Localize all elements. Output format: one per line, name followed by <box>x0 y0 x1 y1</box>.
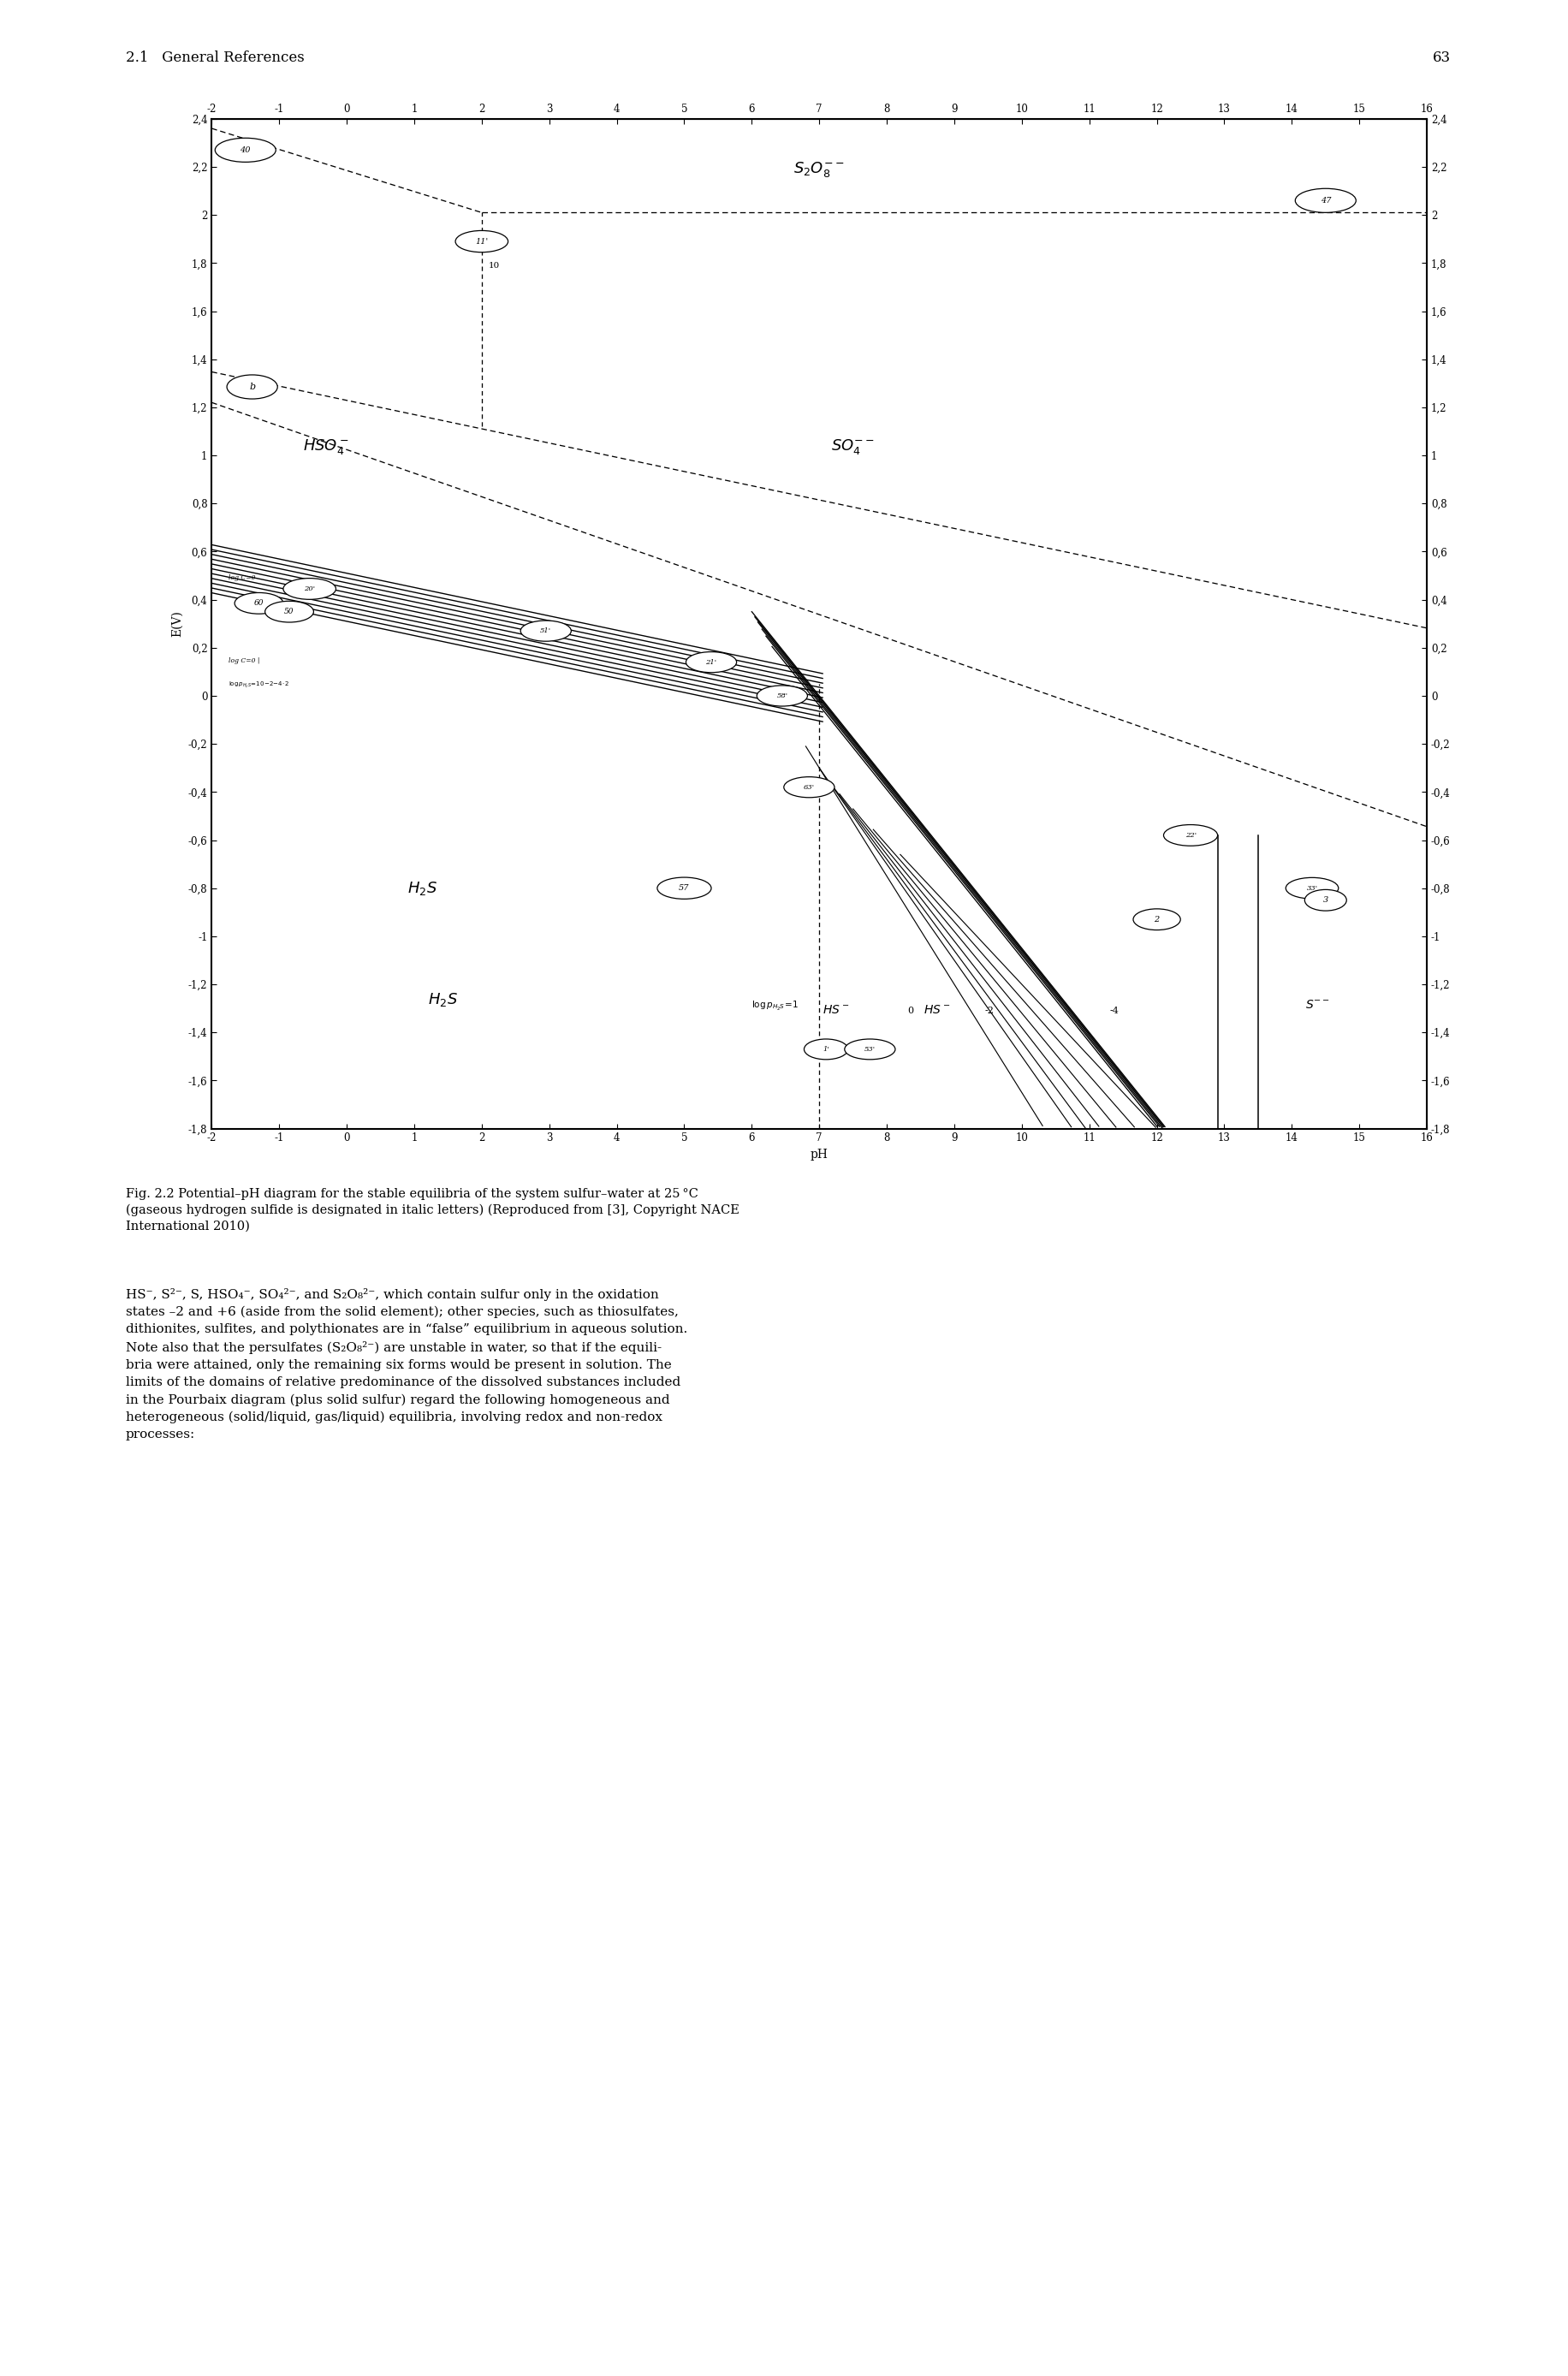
Y-axis label: E(V): E(V) <box>171 611 183 637</box>
Text: 2: 2 <box>1154 915 1159 924</box>
Ellipse shape <box>227 375 278 399</box>
Ellipse shape <box>235 592 284 613</box>
Ellipse shape <box>784 777 834 798</box>
Text: 53': 53' <box>864 1045 875 1053</box>
Text: $\log p_{H_2S}\!=\!1$: $\log p_{H_2S}\!=\!1$ <box>751 1000 798 1012</box>
Text: 10: 10 <box>489 261 500 268</box>
Text: 40: 40 <box>240 147 251 154</box>
Ellipse shape <box>284 577 336 599</box>
Text: $H_2S$: $H_2S$ <box>408 879 437 898</box>
Text: $HS^-$: $HS^-$ <box>924 1003 950 1017</box>
Text: Fig. 2.2 Potential–pH diagram for the stable equilibria of the system sulfur–wat: Fig. 2.2 Potential–pH diagram for the st… <box>125 1188 739 1231</box>
Text: b: b <box>249 383 256 392</box>
Text: -2: -2 <box>985 1007 994 1015</box>
Text: 11': 11' <box>475 238 488 245</box>
Ellipse shape <box>685 651 737 672</box>
Text: 51': 51' <box>541 627 552 634</box>
Ellipse shape <box>804 1038 848 1060</box>
X-axis label: pH: pH <box>811 1148 828 1159</box>
Text: $SO_4^{- -}$: $SO_4^{- -}$ <box>831 437 875 456</box>
Text: 63': 63' <box>803 784 815 791</box>
Text: 20': 20' <box>304 584 315 592</box>
Text: $S^{- -}$: $S^{- -}$ <box>1305 998 1330 1010</box>
Ellipse shape <box>215 138 276 162</box>
Text: $S_2O_8^{- -}$: $S_2O_8^{- -}$ <box>793 159 845 178</box>
Text: 63: 63 <box>1432 50 1450 64</box>
Text: 1': 1' <box>823 1045 829 1053</box>
Ellipse shape <box>455 230 508 252</box>
Text: 33': 33' <box>1306 884 1317 891</box>
Text: 22': 22' <box>1185 832 1196 839</box>
Ellipse shape <box>757 687 808 706</box>
Text: -4: -4 <box>1110 1007 1120 1015</box>
Ellipse shape <box>1163 824 1218 846</box>
Text: $\log p_{H_2S}\!=\!10\!-\!2\!-\!4\!\cdot\!2$: $\log p_{H_2S}\!=\!10\!-\!2\!-\!4\!\cdot… <box>229 680 289 689</box>
Ellipse shape <box>265 601 314 623</box>
Text: 3: 3 <box>1323 896 1328 903</box>
Text: log C=0: log C=0 <box>229 575 256 582</box>
Text: $\mathit{H_2S}$: $\mathit{H_2S}$ <box>428 991 458 1007</box>
Text: 60: 60 <box>254 599 263 608</box>
Text: HS⁻, S²⁻, S, HSO₄⁻, SO₄²⁻, and S₂O₈²⁻, which contain sulfur only in the oxidatio: HS⁻, S²⁻, S, HSO₄⁻, SO₄²⁻, and S₂O₈²⁻, w… <box>125 1288 687 1440</box>
Text: 47: 47 <box>1320 197 1331 204</box>
Text: $HS^-$: $HS^-$ <box>823 1003 850 1017</box>
Text: 58': 58' <box>776 691 787 699</box>
Ellipse shape <box>1286 877 1339 898</box>
Text: 2.1   General References: 2.1 General References <box>125 50 304 64</box>
Text: 50: 50 <box>284 608 295 615</box>
Text: 57: 57 <box>679 884 690 891</box>
Ellipse shape <box>521 620 571 642</box>
Text: log C=0 |: log C=0 | <box>229 658 260 663</box>
Ellipse shape <box>1305 889 1347 910</box>
Ellipse shape <box>845 1038 895 1060</box>
Ellipse shape <box>657 877 712 898</box>
Ellipse shape <box>1134 910 1181 929</box>
Text: 21': 21' <box>706 658 717 665</box>
Ellipse shape <box>1295 188 1356 211</box>
Text: 0: 0 <box>906 1007 913 1015</box>
Text: $HSO_4^-$: $HSO_4^-$ <box>303 437 350 456</box>
